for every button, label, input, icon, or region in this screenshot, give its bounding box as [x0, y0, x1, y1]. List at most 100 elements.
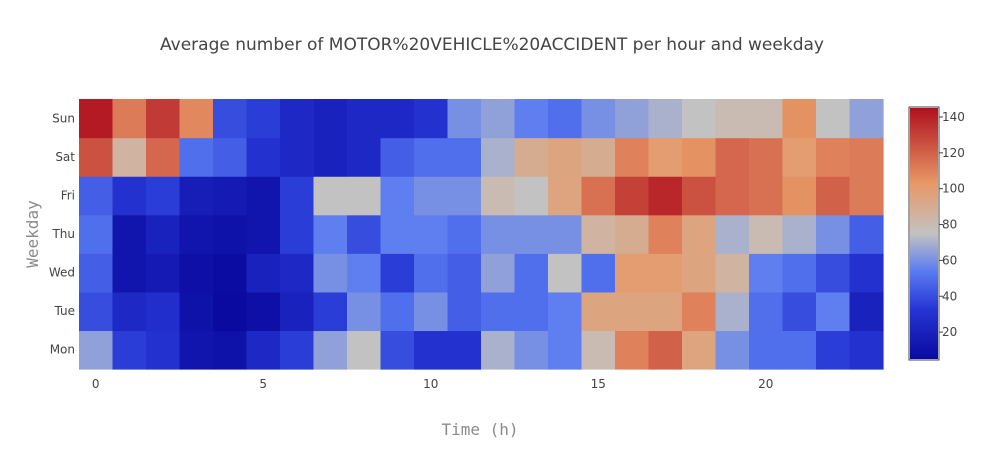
heatmap-cell-sat-10	[414, 137, 449, 177]
heatmap-cell-tue-12	[481, 291, 516, 332]
y-tick-tue: Tue	[54, 304, 76, 318]
heatmap-cell-wed-4	[213, 253, 248, 293]
heatmap-cell-sun-6	[280, 99, 315, 139]
heatmap-cell-wed-13	[514, 253, 549, 293]
y-tick-sat: Sat	[55, 150, 75, 164]
heatmap-cell-thu-17	[648, 214, 683, 254]
heatmap-cell-sat-4	[213, 137, 248, 177]
heatmap-cell-sun-0	[79, 99, 114, 139]
heatmap-cell-mon-16	[615, 330, 650, 370]
heatmap-cell-fri-19	[715, 176, 750, 216]
heatmap-cell-mon-19	[715, 330, 750, 370]
heatmap-cell-tue-16	[615, 291, 650, 332]
heatmap-cell-thu-3	[179, 214, 214, 254]
heatmap-cell-fri-8	[347, 176, 382, 216]
heatmap-cell-mon-2	[146, 330, 181, 370]
heatmap-cell-wed-3	[179, 253, 214, 293]
heatmap-cell-tue-2	[146, 291, 181, 332]
heatmap-cell-tue-17	[648, 291, 683, 332]
heatmap-cell-sun-19	[715, 99, 750, 139]
heatmap-cell-tue-5	[246, 291, 281, 332]
heatmap-cell-sun-18	[682, 99, 717, 139]
heatmap-cell-thu-22	[816, 214, 851, 254]
x-tick-0: 0	[92, 377, 100, 391]
heatmap-cell-fri-4	[213, 176, 248, 216]
x-tick-10: 10	[423, 377, 438, 391]
heatmap-cell-tue-15	[581, 291, 616, 332]
colorbar-tick-label-60: 60	[942, 253, 957, 267]
heatmap-cell-tue-3	[179, 291, 214, 332]
heatmap-cell-thu-18	[682, 214, 717, 254]
x-tick-5: 5	[259, 377, 267, 391]
heatmap-cell-thu-6	[280, 214, 315, 254]
colorbar-tick-label-20: 20	[942, 325, 957, 339]
heatmap-cell-sun-23	[849, 99, 884, 139]
heatmap-cell-fri-2	[146, 176, 181, 216]
heatmap-cell-mon-3	[179, 330, 214, 370]
heatmap-cell-fri-0	[79, 176, 114, 216]
heatmap-cell-mon-7	[313, 330, 348, 370]
heatmap-cell-mon-5	[246, 330, 281, 370]
heatmap-cell-fri-16	[615, 176, 650, 216]
heatmap-cell-fri-5	[246, 176, 281, 216]
heatmap-cell-mon-18	[682, 330, 717, 370]
x-axis-title: Time (h)	[441, 420, 518, 439]
heatmap-cell-sat-2	[146, 137, 181, 177]
heatmap-cell-thu-12	[481, 214, 516, 254]
heatmap-cell-sat-9	[380, 137, 415, 177]
heatmap-cell-wed-1	[112, 253, 147, 293]
heatmap-cell-fri-11	[447, 176, 482, 216]
heatmap-cell-fri-17	[648, 176, 683, 216]
y-tick-labels: Mon Tue Wed Thu Fri Sat Sun	[49, 111, 75, 356]
heatmap-cell-fri-21	[782, 176, 817, 216]
heatmap-cell-thu-8	[347, 214, 382, 254]
colorbar-tick-label-120: 120	[942, 146, 965, 160]
heatmap-cell-wed-22	[816, 253, 851, 293]
heatmap-cell-sun-7	[313, 99, 348, 139]
heatmap-cell-thu-13	[514, 214, 549, 254]
heatmap-cell-thu-23	[849, 214, 884, 254]
heatmap-cell-tue-10	[414, 291, 449, 332]
heatmap-cell-sat-18	[682, 137, 717, 177]
heatmap-cell-sat-13	[514, 137, 549, 177]
heatmap-cell-fri-15	[581, 176, 616, 216]
heatmap-cell-mon-15	[581, 330, 616, 370]
heatmap-cell-thu-9	[380, 214, 415, 254]
y-tick-wed: Wed	[49, 266, 75, 280]
heatmap-cell-mon-6	[280, 330, 315, 370]
chart-title: Average number of MOTOR%20VEHICLE%20ACCI…	[160, 35, 824, 55]
heatmap-cell-mon-17	[648, 330, 683, 370]
heatmap-cell-wed-18	[682, 253, 717, 293]
heatmap-cell-fri-18	[682, 176, 717, 216]
heatmap-cell-wed-19	[715, 253, 750, 293]
colorbar-tick-label-140: 140	[942, 110, 965, 124]
heatmap-cell-wed-2	[146, 253, 181, 293]
heatmap-cell-wed-5	[246, 253, 281, 293]
heatmap-cell-thu-11	[447, 214, 482, 254]
heatmap-cell-fri-3	[179, 176, 214, 216]
heatmap-cell-sun-16	[615, 99, 650, 139]
heatmap-cell-sun-22	[816, 99, 851, 139]
heatmap-cell-tue-9	[380, 291, 415, 332]
heatmap-cell-tue-13	[514, 291, 549, 332]
heatmap-cell-wed-20	[749, 253, 784, 293]
heatmap-cell-sat-20	[749, 137, 784, 177]
heatmap-cell-mon-8	[347, 330, 382, 370]
heatmap-cell-mon-20	[749, 330, 784, 370]
heatmap-cell-sat-0	[79, 137, 114, 177]
heatmap-cell-thu-20	[749, 214, 784, 254]
colorbar-tick-label-40: 40	[942, 289, 957, 303]
heatmap-cell-wed-21	[782, 253, 817, 293]
heatmap-cell-mon-22	[816, 330, 851, 370]
heatmap-cell-tue-1	[112, 291, 147, 332]
heatmap-cell-sun-5	[246, 99, 281, 139]
heatmap-cell-fri-23	[849, 176, 884, 216]
heatmap-cell-fri-20	[749, 176, 784, 216]
heatmap-cell-sat-19	[715, 137, 750, 177]
heatmap-cell-sun-4	[213, 99, 248, 139]
heatmap-cell-wed-17	[648, 253, 683, 293]
heatmap-cell-sun-10	[414, 99, 449, 139]
heatmap-cell-tue-6	[280, 291, 315, 332]
heatmap-cell-sun-20	[749, 99, 784, 139]
